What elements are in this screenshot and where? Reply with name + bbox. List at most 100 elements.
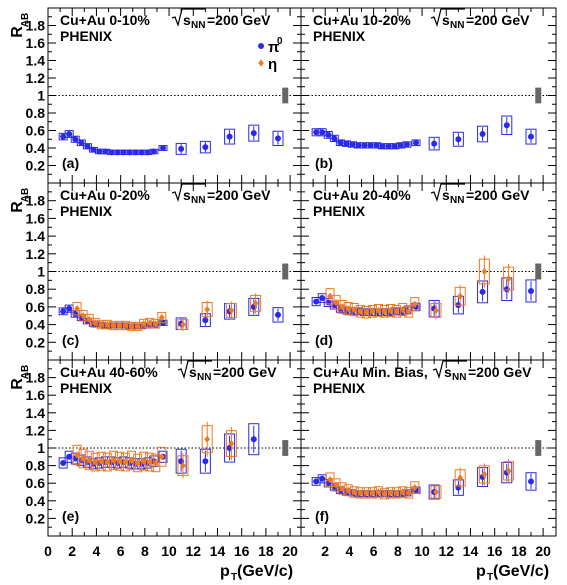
- sys-box: [343, 484, 353, 497]
- x-tick-label: 20: [282, 543, 298, 559]
- eta-marker: [152, 459, 159, 467]
- sys-box: [452, 131, 464, 147]
- eta-marker: [92, 458, 99, 466]
- pi0-marker: [373, 142, 380, 149]
- pi0-marker: [319, 475, 326, 482]
- eta-marker: [375, 306, 382, 315]
- y-tick-label: 1.8: [26, 193, 46, 209]
- pi0-marker: [325, 131, 332, 138]
- panel-e: 0.20.4 0.60.8 1 1.21.4 1.61.8 0 2 4 6 8 10 12 14 16 18…: [26, 359, 302, 559]
- pi0-marker: [120, 149, 127, 156]
- pi0-marker: [343, 140, 350, 147]
- y-axis-label-sub: AB: [20, 188, 31, 202]
- y-axis-label: R: [9, 201, 26, 213]
- sys-box: [329, 134, 339, 142]
- y-tick-label: 1.4: [26, 405, 46, 421]
- eta-marker: [252, 299, 259, 307]
- sys-box: [64, 130, 74, 138]
- energy-nn: NN: [191, 195, 205, 206]
- pi0-marker: [72, 136, 79, 143]
- sys-box: [248, 423, 260, 456]
- energy-label: =200 GeV: [466, 187, 530, 203]
- sys-box: [70, 135, 80, 143]
- pi0-marker: [528, 133, 534, 140]
- sys-box: [58, 307, 68, 316]
- pi0-marker: [403, 141, 410, 148]
- y-tick-label: 1.6: [26, 35, 46, 51]
- eta-marker: [204, 435, 211, 443]
- energy-label: =200 GeV: [468, 364, 532, 380]
- pi0-marker: [313, 298, 320, 305]
- y-axis-label-sub: AB: [20, 13, 31, 27]
- pi0-marker: [379, 143, 386, 150]
- sys-box: [78, 448, 88, 469]
- sqrt-sign: [430, 183, 465, 203]
- pi0-marker: [528, 287, 534, 294]
- eta-marker: [405, 307, 412, 315]
- sys-box: [501, 462, 513, 484]
- sqrt-sign: [430, 8, 465, 28]
- y-tick-label: 0.2: [26, 510, 46, 526]
- panel-d: Cu+Au 20-40% s NN =200 GeV PHENIX (d): [300, 182, 557, 361]
- x-tick-label: 20: [535, 543, 551, 559]
- y-tick-label: 1.2: [26, 70, 46, 86]
- eta-marker: [399, 488, 406, 496]
- y-tick-label: 0.8: [26, 281, 46, 297]
- y-tick-label: 1.4: [26, 53, 46, 69]
- panel-title: Cu+Au Min. Bias,: [313, 364, 428, 380]
- eta-marker: [122, 321, 129, 330]
- panel-label: (c): [62, 332, 79, 348]
- y-tick-label: 0.8: [26, 458, 46, 474]
- sys-box: [157, 446, 167, 467]
- sys-box: [90, 317, 100, 328]
- global-sys-box: [282, 263, 289, 280]
- eta-marker: [140, 457, 147, 465]
- y-tick-label: 0.4: [26, 140, 46, 156]
- y-tick-label: 1.6: [26, 387, 46, 403]
- sys-box: [72, 444, 82, 466]
- sys-box: [157, 311, 167, 324]
- y-tick-label: 1.2: [26, 246, 46, 262]
- y-tick-label: 1: [37, 264, 45, 280]
- sys-box: [199, 140, 211, 154]
- panel-title: Cu+Au 0-20%: [60, 187, 150, 203]
- x-axis-label: p: [220, 563, 230, 580]
- panel-c: 0.20.4 0.6 0.81 1.2 1.4 1.61.8 Cu+Au 0-20% s NN =…: [26, 182, 302, 361]
- pi0-marker: [178, 145, 185, 152]
- eta-marker: [180, 321, 186, 329]
- y-tick-label: 0.6: [26, 299, 46, 315]
- sys-box: [337, 482, 347, 495]
- eta-marker: [333, 298, 339, 307]
- pi0-marker: [413, 139, 419, 146]
- x-tick-label: 14: [463, 543, 479, 559]
- energy-nn: NN: [452, 372, 466, 383]
- pi0-marker: [60, 308, 67, 315]
- eta-marker: [345, 305, 352, 313]
- sys-box: [272, 130, 284, 147]
- x-tick-label: 16: [487, 543, 503, 559]
- panel-title: Cu+Au 0-10%: [60, 12, 150, 28]
- eta-marker: [104, 458, 111, 466]
- energy-s: s: [183, 12, 191, 28]
- eta-marker: [86, 315, 93, 323]
- energy-s: s: [442, 12, 450, 28]
- eta-marker: [158, 453, 165, 461]
- eta-marker: [393, 489, 400, 497]
- pi0-marker: [319, 129, 326, 136]
- y-axis-label-sub: AB: [20, 365, 31, 379]
- eta-marker: [128, 322, 135, 330]
- pi0-marker: [385, 143, 392, 150]
- pi0-marker: [528, 478, 534, 485]
- sys-box: [325, 472, 335, 487]
- sys-box: [84, 450, 94, 470]
- eta-marker: [405, 489, 412, 497]
- sys-box: [248, 124, 260, 142]
- x-axis-label-unit: (GeV/c): [493, 563, 549, 580]
- eta-marker: [86, 456, 93, 464]
- sys-box: [349, 303, 359, 317]
- sys-box: [373, 486, 383, 498]
- x-tick-label: 18: [258, 543, 274, 559]
- sys-box: [311, 477, 321, 486]
- sys-box: [199, 313, 211, 328]
